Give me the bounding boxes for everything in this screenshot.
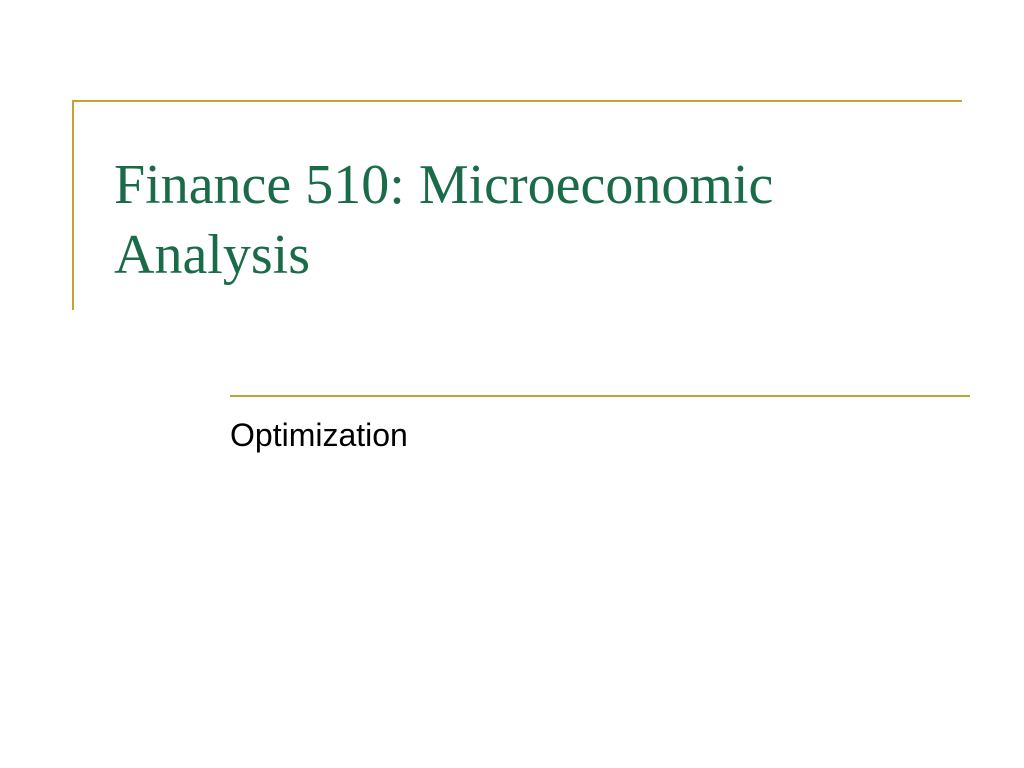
slide-container: Finance 510: Microeconomic Analysis Opti…: [0, 0, 1024, 768]
title-box: Finance 510: Microeconomic Analysis: [72, 100, 962, 310]
subtitle-box: Optimization: [230, 395, 970, 454]
slide-subtitle: Optimization: [230, 417, 970, 454]
slide-title: Finance 510: Microeconomic Analysis: [114, 150, 962, 290]
